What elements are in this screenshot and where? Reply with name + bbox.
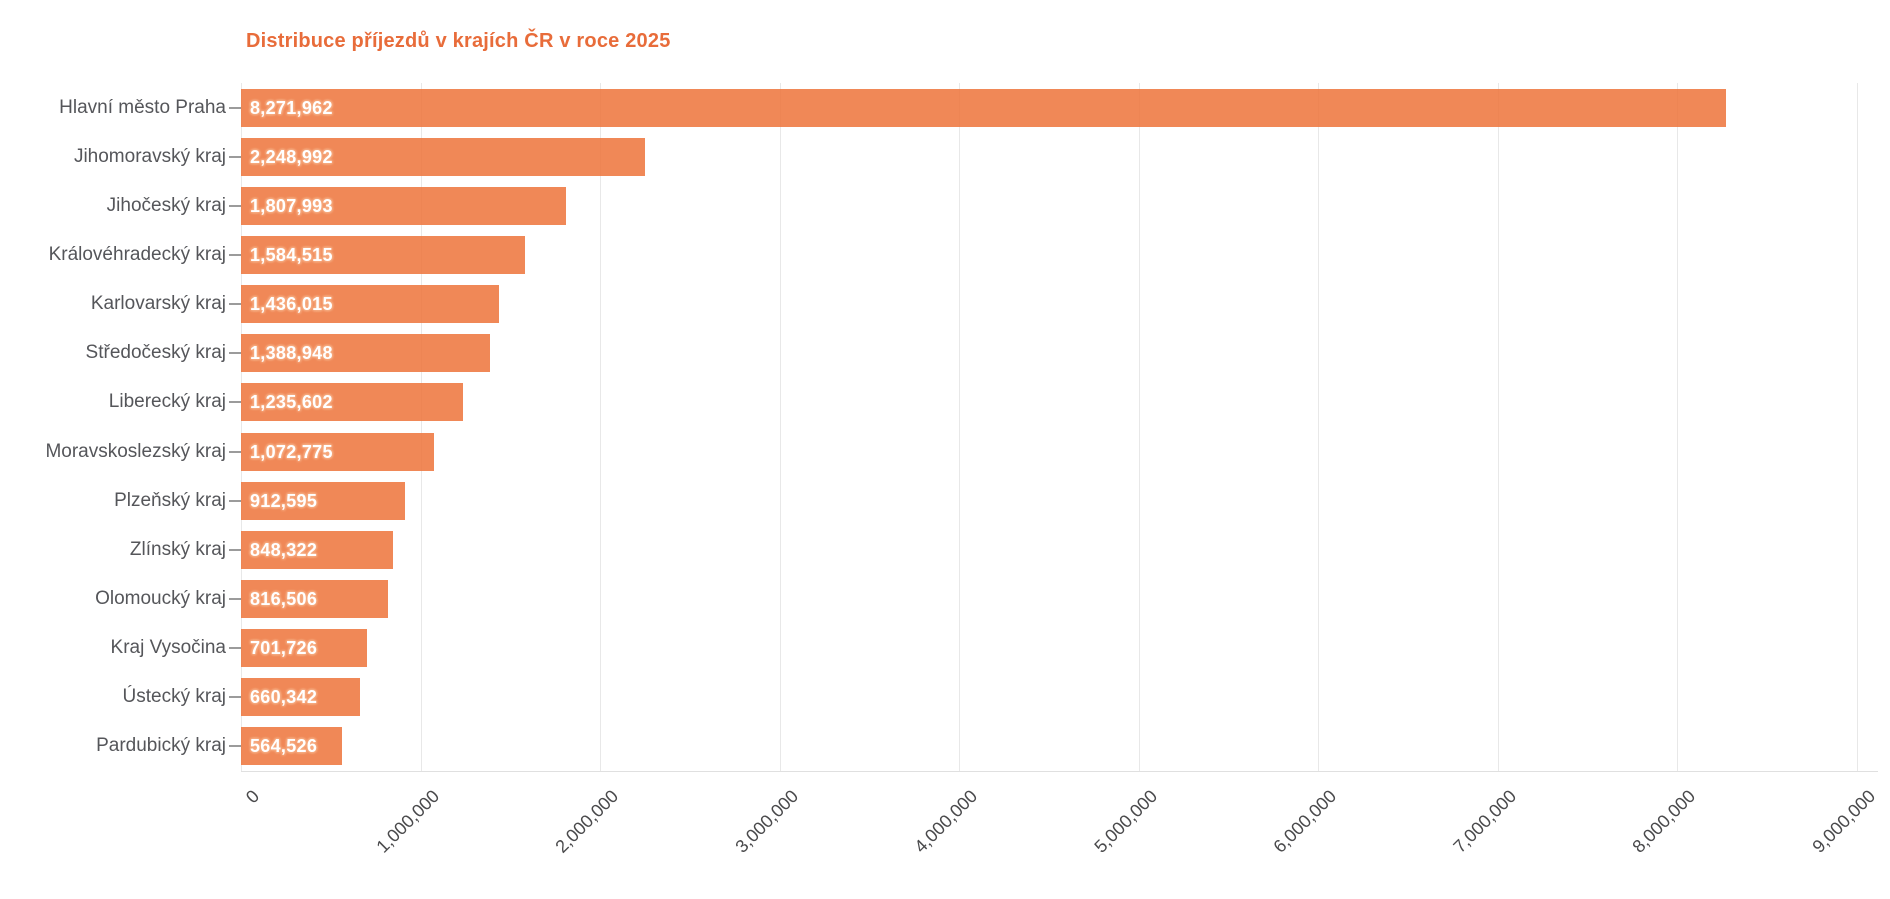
y-tick-mark [229,303,241,306]
category-label: Moravskoslezský kraj [45,440,226,462]
y-tick-mark [229,401,241,404]
bar[interactable]: 1,235,602 [241,383,463,422]
bar[interactable]: 8,271,962 [241,88,1726,127]
gridline [1138,83,1140,771]
category-label: Jihočeský kraj [106,194,226,216]
gridline [959,83,960,771]
bar[interactable]: 1,388,948 [241,334,491,373]
bar[interactable]: 1,436,015 [241,285,499,324]
x-tick-label: 7,000,000 [1448,786,1520,857]
x-tick-label: 9,000,000 [1807,786,1879,857]
y-tick-mark [229,745,241,748]
bar-value-label: 1,235,602 [250,392,333,413]
bar[interactable]: 2,248,992 [241,137,645,176]
gridline [600,83,601,771]
y-tick-mark [229,647,241,650]
x-tick-label: 2,000,000 [551,786,623,857]
bar-value-label: 1,807,993 [250,195,333,216]
x-tick-label: 0 [241,786,264,808]
gridline [1677,83,1678,771]
bar[interactable]: 701,726 [241,629,367,668]
gridline [1497,83,1499,771]
x-tick-label: 8,000,000 [1628,786,1700,857]
gridline [1856,83,1858,771]
bar-value-label: 912,595 [250,490,318,511]
bar[interactable]: 564,526 [241,727,343,766]
bar[interactable]: 816,506 [241,580,388,618]
bar[interactable]: 660,342 [241,678,360,717]
bar-value-label: 8,271,962 [250,97,333,118]
y-axis-line [241,83,242,771]
bar-value-label: 1,436,015 [250,294,333,315]
bar-value-label: 848,322 [250,539,318,560]
category-label: Jihomoravský kraj [73,145,226,167]
x-tick-label: 1,000,000 [371,786,443,857]
bar[interactable]: 912,595 [241,481,405,520]
bar[interactable]: 1,584,515 [241,236,526,274]
category-label: Kraj Vysočina [110,637,226,659]
y-tick-mark [229,155,241,158]
bar[interactable]: 1,072,775 [241,432,434,471]
x-tick-label: 5,000,000 [1089,786,1161,857]
y-tick-mark [229,548,241,551]
bar-value-label: 1,388,948 [250,343,333,364]
chart-title: Distribuce příjezdů v krajích ČR v roce … [246,30,671,52]
gridline [420,83,422,771]
gridline [1318,83,1319,771]
x-tick-label: 6,000,000 [1269,786,1341,857]
x-tick-label: 4,000,000 [910,786,982,857]
bar-value-label: 2,248,992 [250,146,333,167]
y-tick-mark [229,254,241,256]
category-label: Olomoucký kraj [95,588,226,609]
category-label: Královéhradecký kraj [48,244,226,265]
category-label: Středočeský kraj [85,342,226,364]
y-tick-mark [229,499,241,502]
y-tick-mark [229,696,241,699]
category-label: Hlavní město Praha [59,96,226,118]
bar-value-label: 660,342 [250,687,318,708]
category-label: Plzeňský kraj [114,489,226,511]
x-axis-line [241,771,1878,772]
bar-value-label: 816,506 [250,589,318,609]
bar-value-label: 564,526 [250,736,318,757]
bar[interactable]: 1,807,993 [241,186,566,225]
x-tick-label: 3,000,000 [730,786,802,857]
bar-value-label: 701,726 [250,638,318,659]
category-label: Pardubický kraj [96,735,226,757]
bar-value-label: 1,584,515 [250,245,333,265]
category-label: Liberecký kraj [108,391,226,413]
category-label: Zlínský kraj [129,538,226,560]
y-tick-mark [229,450,241,453]
y-tick-mark [229,598,241,600]
y-tick-mark [229,106,241,109]
bar-value-label: 1,072,775 [250,441,333,462]
category-label: Karlovarský kraj [90,293,226,315]
bar[interactable]: 848,322 [241,530,394,569]
category-label: Ústecký kraj [122,686,226,708]
y-tick-mark [229,204,241,207]
y-tick-mark [229,352,241,355]
gridline [779,83,781,771]
